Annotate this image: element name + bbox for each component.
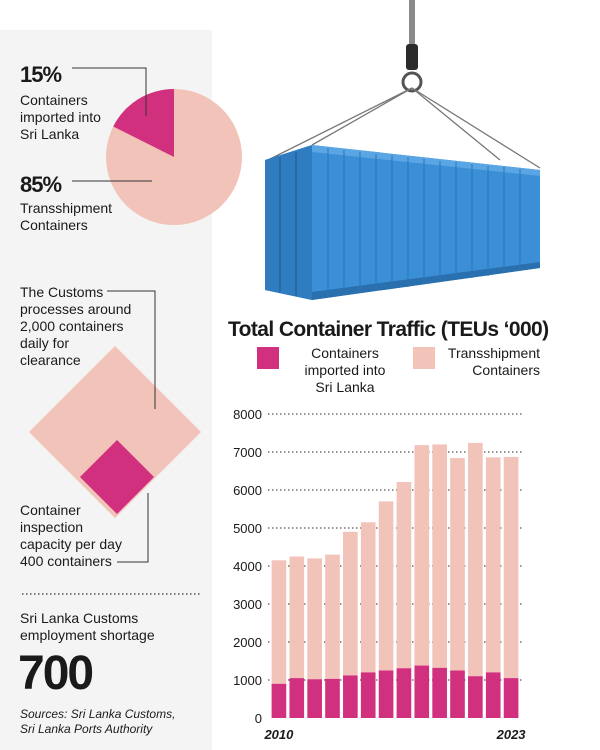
bar-transship — [343, 531, 358, 676]
y-tick-label: 7000 — [233, 445, 262, 460]
legend-import-line: Containers — [311, 345, 379, 361]
bar-transship — [289, 556, 305, 679]
sources-note: Sources: Sri Lanka Customs, Sri Lanka Po… — [20, 707, 175, 737]
chart-title: Total Container Traffic (TEUs ‘000) — [228, 318, 549, 341]
legend-transship-swatch — [413, 347, 435, 369]
customs-clearance-line: 2,000 containers — [20, 318, 124, 334]
legend-transship-line: Transshipment — [447, 345, 540, 361]
x-tick-label: 2010 — [263, 727, 294, 742]
y-tick-label: 8000 — [233, 407, 262, 422]
bar-transship — [325, 554, 340, 679]
clearance-leader-line — [107, 290, 156, 409]
pie-transship-percentage: 85% — [20, 172, 62, 197]
inspection-diamond — [80, 440, 154, 514]
inspection-capacity-line: inspection — [20, 519, 84, 535]
shortage-label-line: employment shortage — [20, 627, 155, 643]
customs-clearance-line: The Customs — [20, 284, 104, 300]
shortage-value: 700 — [18, 647, 94, 700]
bar-transship — [378, 501, 394, 671]
pie-import-label-line: Containers — [20, 92, 88, 108]
inspection-capacity-line: 400 containers — [20, 553, 112, 569]
bar-import — [271, 683, 287, 718]
bar-import — [378, 670, 394, 718]
y-tick-label: 3000 — [233, 597, 262, 612]
pie-import-label-line: Sri Lanka — [20, 126, 80, 142]
bar-import — [343, 675, 358, 718]
y-tick-label: 5000 — [233, 521, 262, 536]
customs-clearance-line: daily for — [20, 335, 70, 351]
bar-import — [396, 668, 412, 718]
bar-import — [414, 665, 430, 718]
bar-import — [325, 678, 340, 718]
y-tick-label: 1000 — [233, 673, 262, 688]
legend-import-line: imported into — [304, 362, 386, 378]
bar-transship — [414, 445, 430, 666]
legend-import-label: Containers imported into Sri Lanka — [290, 345, 400, 396]
bar-import — [289, 678, 305, 718]
y-tick-label: 6000 — [233, 483, 262, 498]
y-tick-label: 0 — [255, 711, 262, 726]
bar-import — [432, 667, 447, 718]
sources-line: Sri Lanka Ports Authority — [20, 722, 153, 736]
pie-import-label: Containers imported into Sri Lanka — [20, 92, 101, 143]
legend-transship-label: Transshipment Containers — [440, 345, 540, 379]
legend-import-line: Sri Lanka — [315, 379, 375, 395]
pie-transship-label: Transshipment Containers — [20, 200, 112, 234]
legend-import-swatch — [257, 347, 279, 369]
pie-import-percentage: 15% — [20, 62, 62, 87]
inspection-capacity-text: Container inspection capacity per day 40… — [20, 502, 122, 570]
customs-clearance-line: processes around — [20, 301, 132, 317]
y-tick-label: 4000 — [233, 559, 262, 574]
customs-clearance-text: The Customs processes around 2,000 conta… — [20, 284, 131, 369]
bar-transship — [271, 560, 287, 684]
bar-import — [468, 676, 483, 718]
pie-transship-label-line: Containers — [20, 217, 88, 233]
inspection-capacity-line: Container — [20, 502, 81, 518]
shortage-label-line: Sri Lanka Customs — [20, 610, 139, 626]
shipping-container-illustration — [265, 0, 541, 300]
bar-import — [450, 670, 465, 718]
legend-transship-line: Containers — [472, 362, 540, 378]
bar-transship — [307, 558, 322, 680]
pie-import-label-line: imported into — [20, 109, 101, 125]
sources-line: Sources: Sri Lanka Customs, — [20, 707, 176, 721]
pie-import-leader-line — [72, 67, 147, 116]
bar-transship — [468, 442, 483, 677]
x-tick-label: 2023 — [496, 727, 527, 742]
bar-transship — [360, 522, 376, 673]
bar-transship — [503, 456, 519, 679]
inspection-leader-line — [117, 493, 149, 563]
bar-transship — [450, 458, 465, 671]
inspection-capacity-line: capacity per day — [20, 536, 122, 552]
bar-transship — [396, 482, 412, 669]
pie-import-slice — [113, 88, 174, 157]
bar-transship — [485, 457, 501, 673]
customs-clearance-line: clearance — [20, 352, 81, 368]
bar-transship — [432, 444, 447, 668]
bar-import — [307, 679, 322, 718]
clearance-diamond — [29, 346, 201, 518]
bar-import — [360, 672, 376, 718]
bar-import — [485, 672, 501, 718]
bar-import — [503, 678, 519, 718]
shortage-label: Sri Lanka Customs employment shortage — [20, 610, 155, 644]
y-tick-label: 2000 — [233, 635, 262, 650]
pie-transship-label-line: Transshipment — [20, 200, 113, 216]
